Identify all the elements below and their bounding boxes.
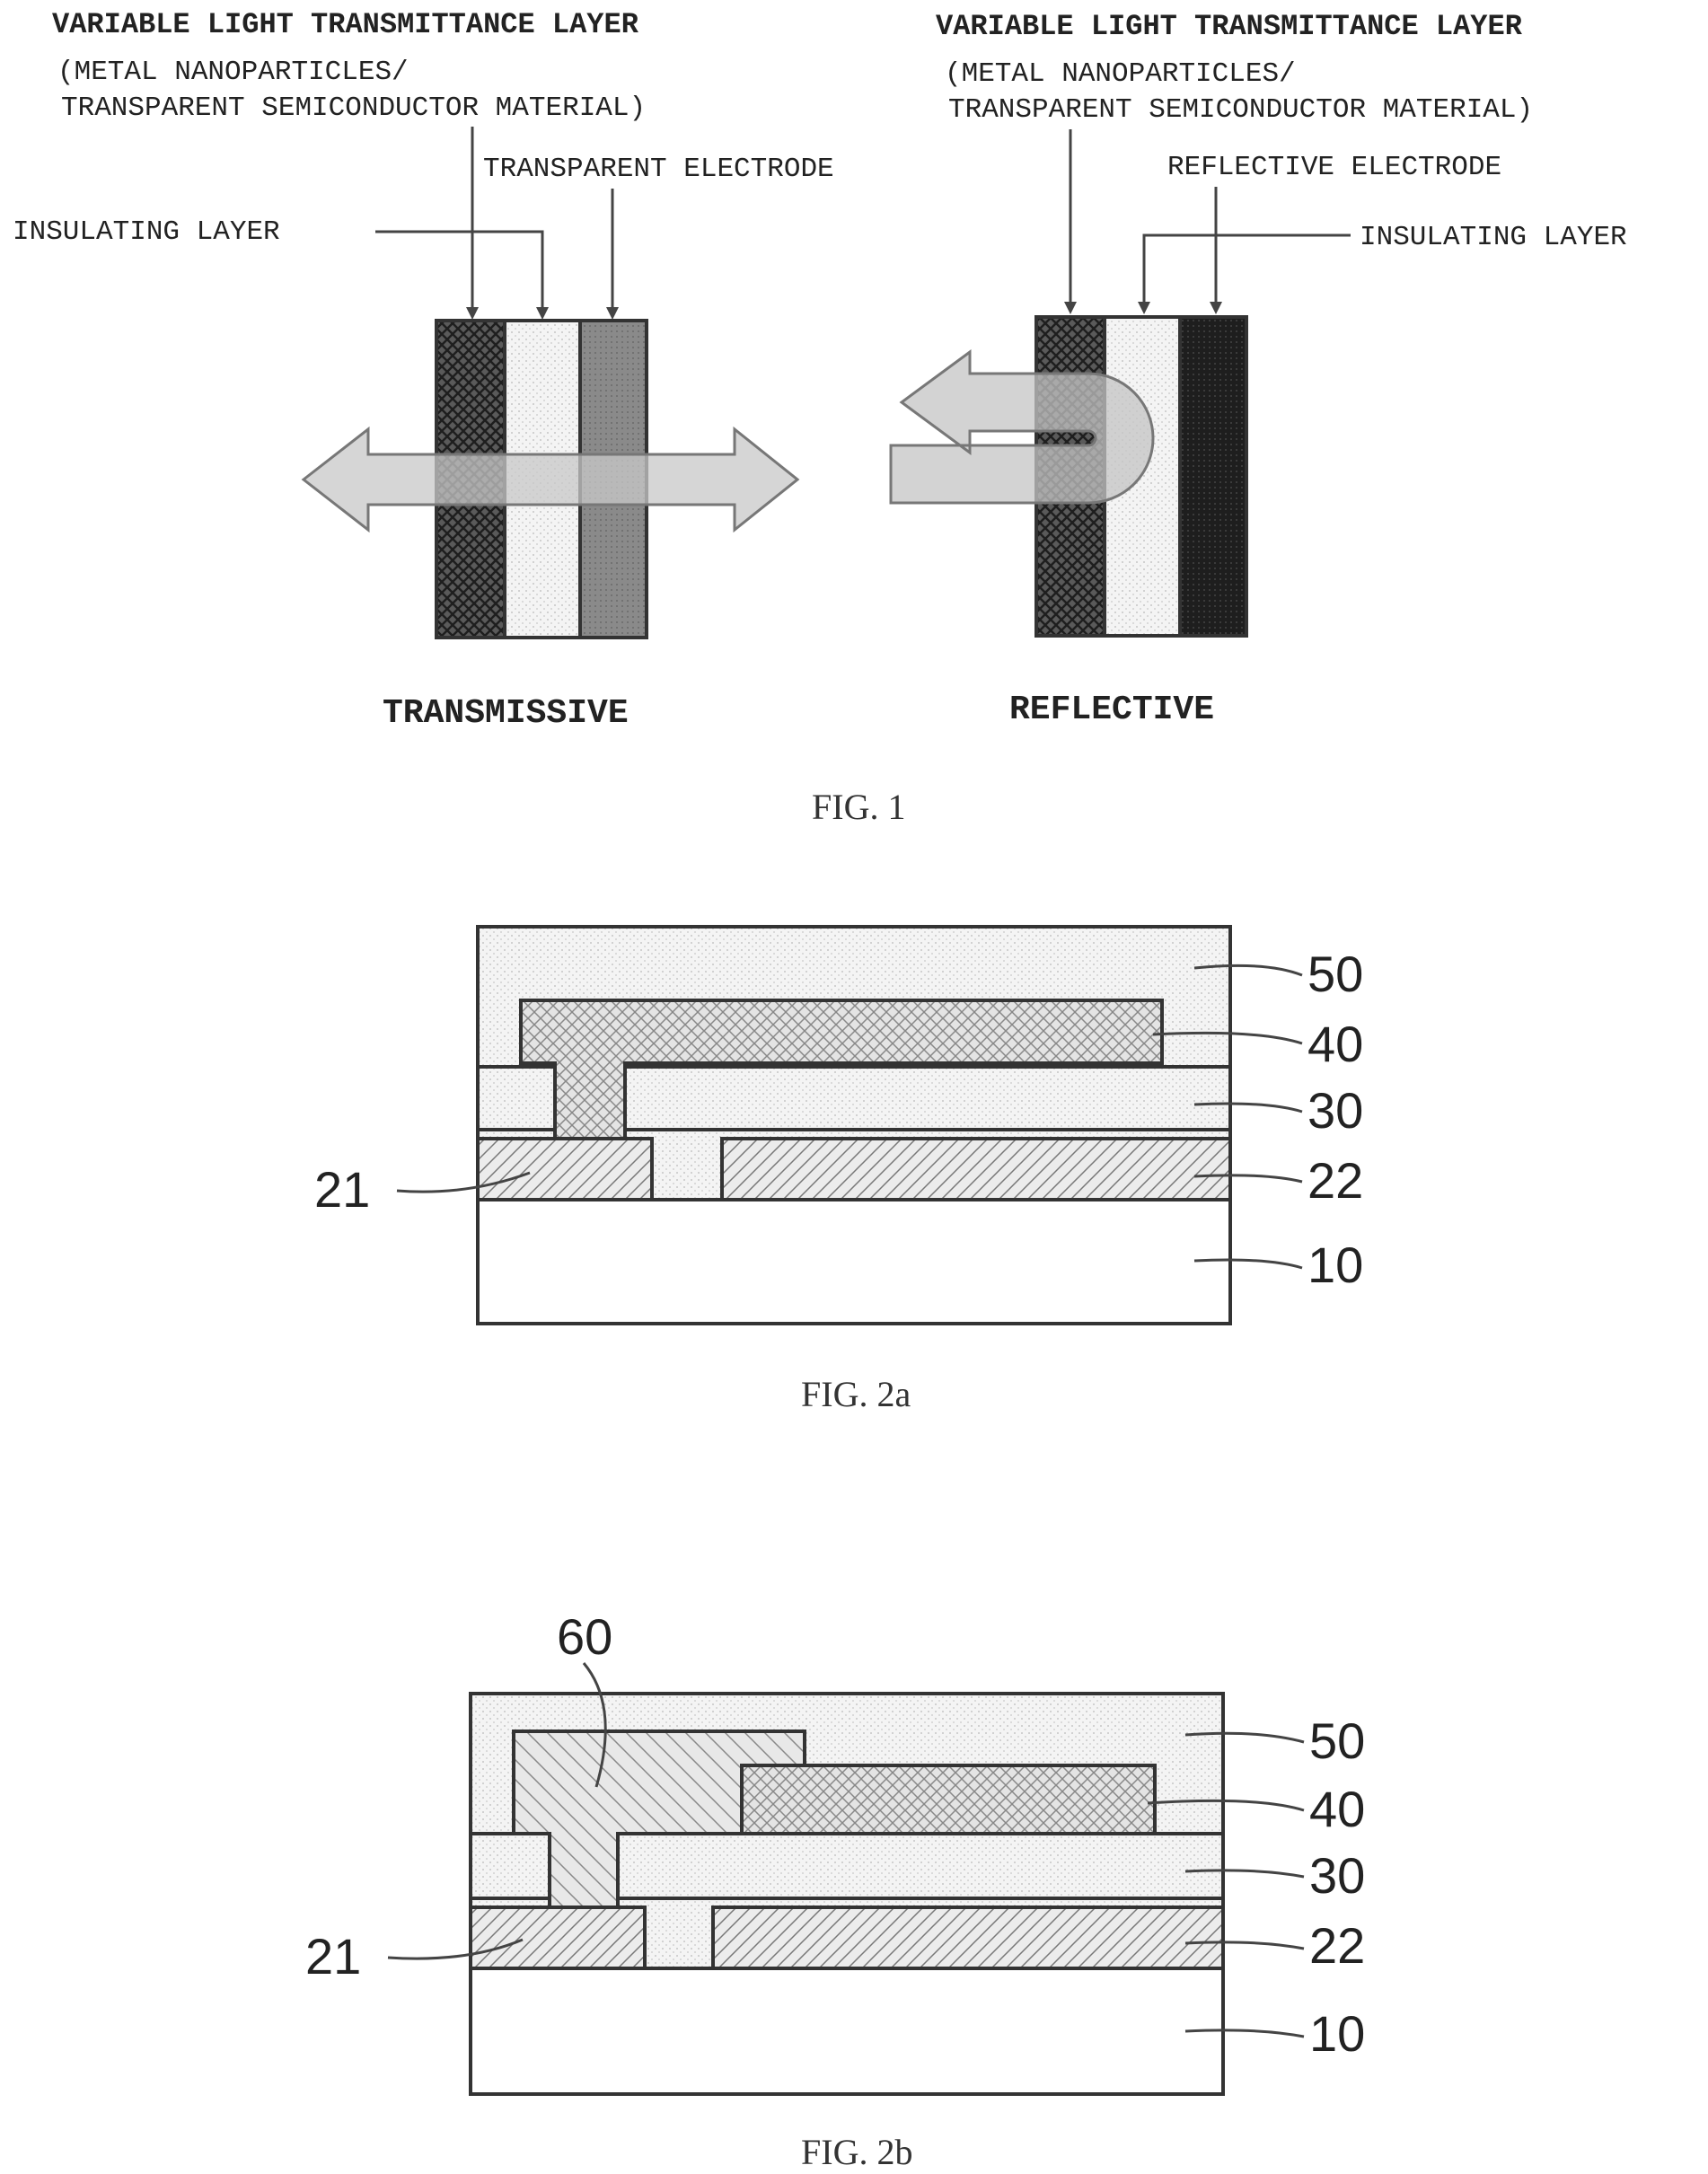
fig2a-ref-22: 22 (1307, 1152, 1363, 1209)
fig2a-ref-30: 30 (1307, 1082, 1363, 1139)
right-reflective-electrode (1180, 317, 1246, 636)
fig2a-ref-40: 40 (1307, 1016, 1363, 1072)
fig2a-ref-10: 10 (1307, 1237, 1363, 1293)
fig2a-ref-50: 50 (1307, 946, 1363, 1002)
fig2b-ref-30: 30 (1309, 1847, 1365, 1904)
fig2b-ref-21: 21 (305, 1928, 361, 1985)
fig2b-ref-50: 50 (1309, 1712, 1365, 1769)
fig1-transmissive-panel: VARIABLE LIGHT TRANSMITTANCE LAYER (META… (13, 8, 834, 733)
left-insulating-leader (375, 232, 542, 314)
reflective-mode-label: REFLECTIVE (1009, 691, 1214, 729)
fig2a-electrode-21 (478, 1139, 652, 1200)
fig2b-ref-22: 22 (1309, 1917, 1365, 1974)
fig1-caption: FIG. 1 (812, 787, 905, 827)
transmissive-mode-label: TRANSMISSIVE (383, 694, 629, 733)
fig2a-ref-21: 21 (314, 1161, 370, 1218)
right-insulating-leader (1144, 235, 1351, 309)
right-layer-title: VARIABLE LIGHT TRANSMITTANCE LAYER (936, 10, 1523, 43)
right-layer-sub2: TRANSPARENT SEMICONDUCTOR MATERIAL) (948, 94, 1533, 126)
fig1-reflective-panel: VARIABLE LIGHT TRANSMITTANCE LAYER (META… (891, 10, 1627, 729)
right-electrode-leader-arrow (1210, 302, 1222, 314)
left-insulating-leader-arrow (536, 307, 549, 320)
right-layer-leader-arrow (1064, 302, 1077, 314)
right-insulating-leader-arrow (1138, 302, 1150, 314)
right-electrode-label: REFLECTIVE ELECTRODE (1167, 152, 1501, 183)
left-layer-title: VARIABLE LIGHT TRANSMITTANCE LAYER (52, 8, 639, 41)
fig2a-caption: FIG. 2a (801, 1374, 911, 1414)
right-layer-sub1: (METAL NANOPARTICLES/ (945, 58, 1296, 90)
fig2b-electrode-22 (713, 1907, 1223, 1968)
fig2b-caption: FIG. 2b (801, 2132, 912, 2172)
fig2b-layer-40 (742, 1765, 1155, 1834)
left-layer-sub1: (METAL NANOPARTICLES/ (57, 57, 409, 88)
left-electrode-label: TRANSPARENT ELECTRODE (483, 154, 834, 185)
fig2b-ref-10: 10 (1309, 2005, 1365, 2062)
right-insulating-label: INSULATING LAYER (1360, 222, 1627, 253)
fig2b-diagram: 60 50 40 30 22 21 10 (305, 1608, 1365, 2094)
fig2a-diagram: 50 40 30 22 21 10 (314, 927, 1363, 1324)
fig2b-electrode-21 (471, 1907, 645, 1968)
fig2a-electrode-22 (722, 1139, 1230, 1200)
fig2b-substrate-10 (471, 1968, 1223, 2094)
fig2b-ref-40: 40 (1309, 1781, 1365, 1837)
left-insulating-label: INSULATING LAYER (13, 216, 280, 248)
left-layer-sub2: TRANSPARENT SEMICONDUCTOR MATERIAL) (61, 92, 646, 124)
fig2b-ref-60: 60 (557, 1608, 612, 1665)
fig2a-substrate-10 (478, 1200, 1230, 1324)
left-electrode-leader-arrow (606, 307, 619, 320)
left-layer-leader-arrow (466, 307, 479, 320)
